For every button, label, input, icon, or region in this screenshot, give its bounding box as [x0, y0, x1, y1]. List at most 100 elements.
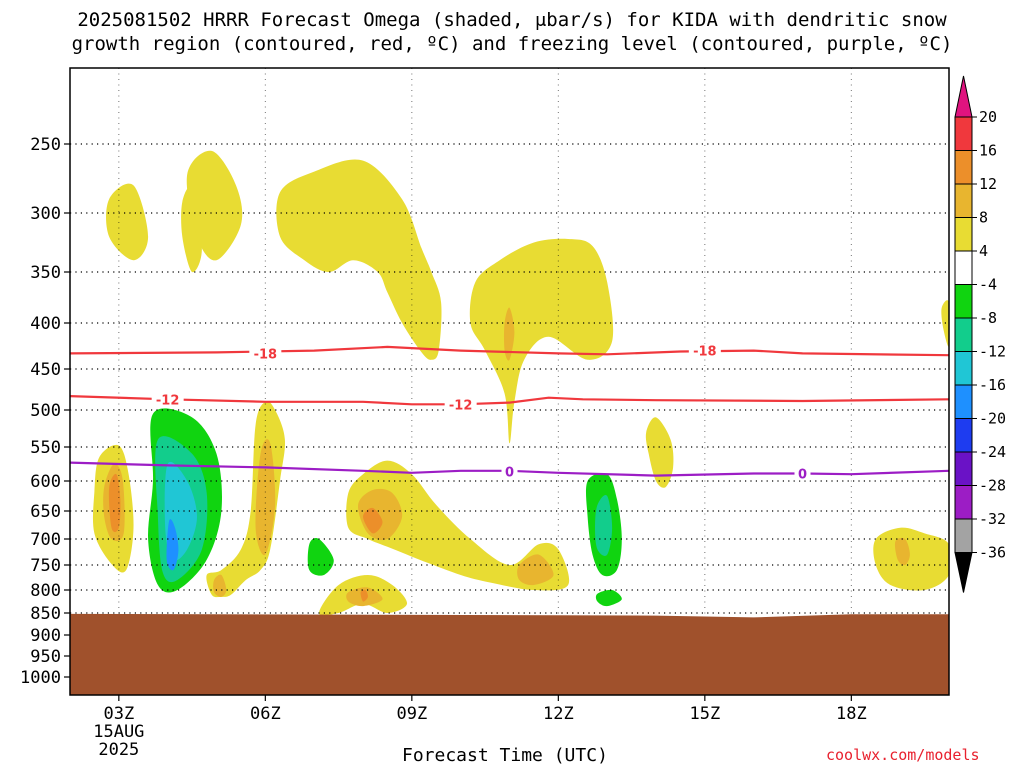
colorbar-tick-label: -8 — [979, 309, 997, 327]
colorbar-swatch — [954, 351, 973, 386]
colorbar-tick-label: 12 — [979, 175, 997, 193]
x-date-label: 15AUG — [93, 722, 144, 742]
omega-region — [106, 183, 149, 261]
isotherm-label: -18 — [254, 347, 278, 362]
x-date-label: 2025 — [98, 740, 139, 760]
isotherm-label-bg — [688, 343, 721, 358]
x-tick-label: 12Z — [543, 704, 574, 724]
omega-region — [504, 307, 515, 361]
isotherm-line — [70, 345, 949, 357]
y-tick-label: 300 — [30, 204, 61, 224]
y-axis: 2503003504004505005506006507007508008509… — [20, 135, 70, 688]
omega-region — [645, 417, 674, 488]
colorbar-tick-label: -24 — [979, 443, 1006, 461]
colorbar-swatch — [954, 518, 973, 553]
omega-region — [595, 494, 613, 556]
chart-title-line1: 2025081502 HRRR Forecast Omega (shaded, … — [77, 9, 947, 31]
isotherm-label: -12 — [156, 393, 180, 408]
omega-region — [595, 589, 622, 607]
colorbar-tick-label: -4 — [979, 276, 997, 294]
colorbar-swatch — [954, 384, 973, 419]
isotherm-label: -12 — [449, 398, 473, 413]
colorbar-swatch — [954, 250, 973, 285]
omega-region — [499, 513, 520, 528]
omega-region — [307, 537, 334, 576]
colorbar-swatch — [954, 183, 973, 218]
plot-frame — [69, 67, 950, 696]
omega-region — [108, 473, 121, 533]
isotherm-label-bg — [501, 464, 518, 479]
omega-region — [166, 519, 179, 571]
isotherm-label: -18 — [693, 345, 717, 360]
isotherms: -18 -18 -12 -12 0 0 — [70, 343, 949, 483]
isotherm-label-bg — [249, 346, 282, 361]
colorbar-under-arrow — [954, 552, 973, 593]
omega-region — [694, 495, 715, 529]
y-tick-label: 350 — [30, 263, 61, 283]
y-tick-label: 950 — [30, 647, 61, 667]
omega-region — [443, 421, 481, 444]
colorbar-swatch — [954, 284, 973, 319]
colorbar-over-arrow — [954, 75, 973, 118]
x-tick-label: 18Z — [836, 704, 867, 724]
isotherm-label-bg — [794, 466, 811, 481]
credit-link[interactable]: coolwx.com/models — [826, 746, 980, 764]
colorbar: -36 -32 -28 -24 -20 -16 -12 -8 -4 4 8 12 16 20 — [954, 75, 1006, 593]
y-tick-label: 850 — [30, 604, 61, 624]
y-tick-label: 750 — [30, 556, 61, 576]
omega-region — [363, 507, 383, 534]
colorbar-swatch — [954, 418, 973, 453]
x-tick-label: 03Z — [103, 704, 134, 724]
colorbar-swatch — [954, 217, 973, 252]
x-tick-label: 15Z — [689, 704, 720, 724]
omega-region — [894, 537, 910, 566]
y-tick-label: 900 — [30, 626, 61, 646]
omega-region — [943, 456, 949, 479]
y-tick-label: 600 — [30, 472, 61, 492]
isotherm-label: 0 — [798, 468, 807, 483]
colorbar-swatch — [954, 116, 973, 151]
y-tick-label: 450 — [30, 360, 61, 380]
isotherm-label-bg — [151, 392, 184, 407]
x-tick-label: 09Z — [396, 704, 427, 724]
ground-fill — [70, 613, 949, 695]
colorbar-tick-label: 8 — [979, 209, 988, 227]
colorbar-tick-label: -28 — [979, 477, 1006, 495]
colorbar-swatch — [954, 451, 973, 486]
colorbar-tick-label: 20 — [979, 108, 997, 126]
isotherm-label-bg — [444, 397, 477, 412]
colorbar-swatch — [954, 150, 973, 185]
y-tick-label: 550 — [30, 438, 61, 458]
terrain — [70, 613, 949, 695]
omega-region — [873, 527, 949, 591]
colorbar-tick-label: -12 — [979, 343, 1006, 361]
colorbar-swatch — [954, 317, 973, 352]
y-tick-label: 700 — [30, 530, 61, 550]
omega-region — [276, 159, 442, 360]
omega-region — [181, 187, 202, 273]
colorbar-tick-label: 4 — [979, 242, 988, 260]
y-tick-label: 500 — [30, 401, 61, 421]
y-tick-label: 400 — [30, 314, 61, 334]
omega-region — [517, 554, 554, 586]
omega-region — [213, 574, 227, 597]
omega-region — [486, 127, 525, 214]
y-tick-label: 800 — [30, 581, 61, 601]
omega-region — [360, 589, 368, 602]
colorbar-tick-label: -32 — [979, 510, 1006, 528]
y-tick-label: 250 — [30, 135, 61, 155]
x-axis-label: Forecast Time (UTC) — [402, 745, 608, 766]
omega-region — [469, 238, 614, 444]
isotherm-line — [70, 395, 949, 406]
colorbar-swatch — [954, 485, 973, 520]
colorbar-tick-label: 16 — [979, 142, 997, 160]
y-tick-label: 1000 — [20, 668, 61, 688]
colorbar-tick-label: -20 — [979, 410, 1006, 428]
isotherm-label: 0 — [505, 465, 514, 480]
omega-region — [346, 460, 570, 591]
colorbar-tick-label: -16 — [979, 376, 1006, 394]
omega-region — [186, 150, 243, 261]
y-tick-label: 650 — [30, 502, 61, 522]
